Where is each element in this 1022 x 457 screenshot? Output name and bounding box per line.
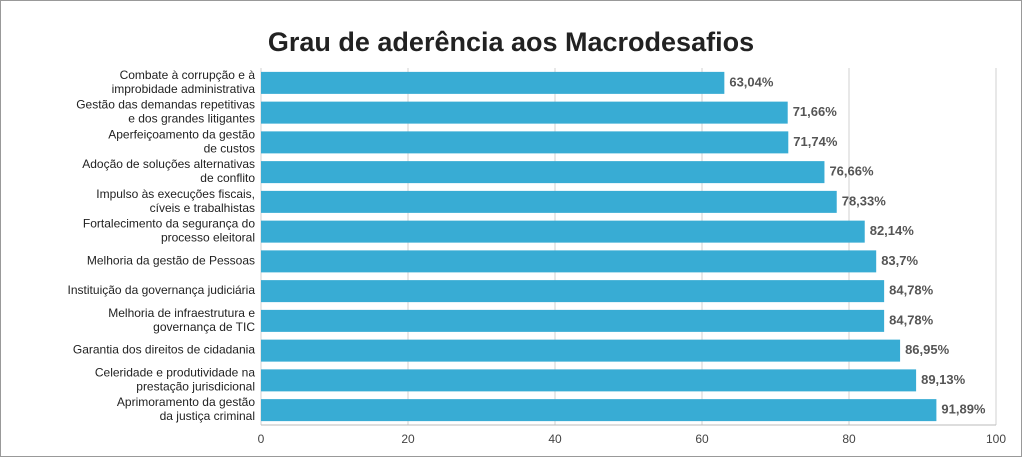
x-tick-label: 0 [258, 432, 265, 446]
category-label: Combate à corrupção e à improbidade admin… [112, 68, 256, 96]
value-label: 71,74% [793, 134, 838, 149]
category-label-line: cíveis e trabalhistas [150, 201, 255, 215]
bar [261, 250, 877, 273]
category-label-line: Melhoria de infraestrutura e [108, 306, 255, 320]
category-label-line: Impulso às execuções fiscais, [96, 187, 255, 201]
value-label: 78,33% [842, 193, 887, 208]
category-label-line: Instituição da governança judiciária [68, 283, 256, 297]
category-label: Fortalecimento da segurança do processo e… [83, 217, 255, 245]
category-label: Aprimoramento da gestão da justiça crimin… [117, 395, 255, 423]
value-label: 76,66% [829, 164, 874, 179]
category-label: Aperfeiçoamento da gestão de custos [108, 128, 255, 156]
bar [261, 399, 937, 422]
category-label-line: e dos grandes litigantes [128, 112, 255, 126]
category-label: Adoção de soluções alternativas de confli… [82, 157, 255, 185]
category-label: Instituição da governança judiciária [68, 283, 256, 297]
category-label-line: da justiça criminal [160, 409, 255, 423]
bar [261, 71, 725, 94]
category-label-line: processo eleitoral [161, 231, 255, 245]
bar [261, 369, 917, 392]
category-label-line: Melhoria da gestão de Pessoas [87, 254, 255, 268]
category-label-line: Celeridade e produtividade na [95, 366, 255, 380]
category-label: Melhoria da gestão de Pessoas [87, 254, 255, 268]
value-label: 63,04% [729, 74, 774, 89]
bar [261, 339, 901, 362]
bar [261, 280, 885, 303]
value-label: 84,78% [889, 283, 934, 298]
category-label: Garantia dos direitos de cidadania [73, 343, 255, 357]
value-label: 86,95% [905, 342, 950, 357]
x-tick-label: 40 [548, 432, 562, 446]
bar [261, 220, 865, 243]
chart-title: Grau de aderência aos Macrodesafios [268, 27, 754, 57]
category-label-line: Combate à corrupção e à [120, 68, 256, 82]
category-label: Melhoria de infraestrutura e governança d… [108, 306, 255, 334]
bar [261, 131, 789, 154]
category-label-line: de custos [204, 142, 255, 156]
category-label-line: Aperfeiçoamento da gestão [108, 128, 255, 142]
x-tick-label: 20 [401, 432, 415, 446]
category-label-line: Aprimoramento da gestão [117, 395, 255, 409]
value-label: 91,89% [941, 402, 986, 417]
category-label-line: de conflito [200, 171, 255, 185]
value-label: 83,7% [881, 253, 918, 268]
category-label-line: Fortalecimento da segurança do [83, 217, 255, 231]
category-label-line: improbidade administrativa [112, 82, 256, 96]
category-label-line: prestação jurisdicional [136, 380, 255, 394]
category-label: Celeridade e produtividade na prestação j… [95, 366, 255, 394]
x-tick-label: 80 [842, 432, 856, 446]
value-label: 89,13% [921, 372, 966, 387]
bar [261, 190, 837, 213]
category-label-line: Garantia dos direitos de cidadania [73, 343, 255, 357]
category-label-line: Adoção de soluções alternativas [82, 157, 255, 171]
category-label: Impulso às execuções fiscais, cíveis e tr… [96, 187, 255, 215]
value-label: 84,78% [889, 312, 934, 327]
x-tick-label: 60 [695, 432, 709, 446]
bar [261, 161, 825, 184]
category-label-line: Gestão das demandas repetitivas [76, 98, 255, 112]
category-label: Gestão das demandas repetitivas e dos gra… [76, 98, 255, 126]
bar [261, 309, 885, 332]
value-label: 82,14% [870, 223, 915, 238]
bar [261, 101, 788, 124]
category-label-line: governança de TIC [153, 320, 255, 334]
value-label: 71,66% [793, 104, 838, 119]
x-tick-label: 100 [986, 432, 1006, 446]
